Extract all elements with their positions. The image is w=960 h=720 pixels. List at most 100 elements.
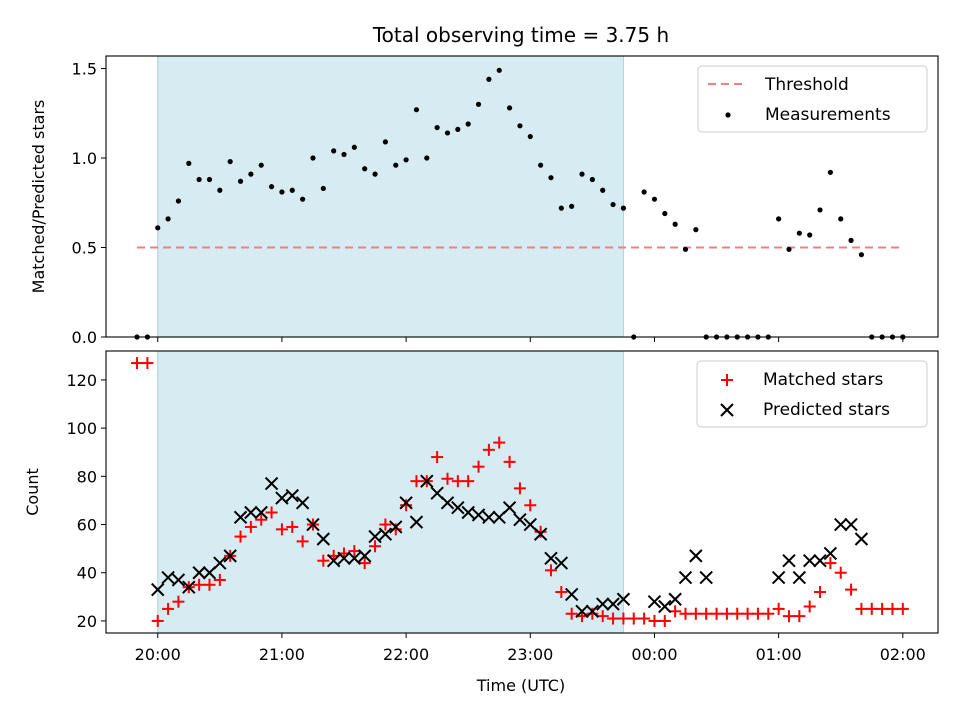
matched-star-point: [855, 602, 868, 615]
measurement-point: [331, 148, 337, 154]
measurement-point: [351, 144, 357, 150]
matched-star-point: [400, 499, 413, 512]
measurement-point: [651, 196, 658, 202]
y-tick-label: 0.5: [72, 239, 97, 258]
matched-star-point: [669, 605, 682, 618]
matched-star-point: [524, 499, 537, 512]
legend-threshold-label: Threshold: [764, 75, 849, 95]
matched-star-point: [131, 357, 144, 370]
predicted-star-point: [834, 517, 848, 532]
predicted-star-point: [264, 476, 279, 491]
matched-star-point: [244, 520, 257, 533]
predicted-star-point: [802, 553, 817, 568]
matched-star-point: [814, 586, 827, 599]
x-tick-label: 21:00: [259, 645, 305, 664]
predicted-star-point: [782, 553, 796, 568]
predicted-star-point: [182, 580, 196, 594]
star-count-points: [131, 357, 909, 627]
predicted-star-point: [306, 517, 320, 532]
predicted-star-point: [792, 570, 807, 585]
matched-star-point: [410, 475, 423, 488]
bottom-panel: 20 40 60 80 100 120 20:00 21:00 22:00 23:00 00:00…: [23, 350, 939, 695]
predicted-star-point: [440, 496, 455, 510]
matched-star-point: [451, 475, 464, 488]
y-tick-label: 60: [77, 516, 97, 535]
predicted-star-point: [357, 549, 372, 563]
predicted-star-point: [171, 573, 186, 587]
measurement-point: [413, 107, 420, 113]
y-tick-label: 1.0: [72, 149, 97, 168]
measurement-point: [237, 178, 244, 184]
measurement-point: [248, 171, 254, 177]
measurement-point: [662, 210, 668, 217]
matched-star-point: [513, 482, 526, 495]
predicted-star-point: [606, 597, 620, 611]
predicted-star-point: [513, 513, 527, 527]
measurement-point: [858, 252, 865, 258]
predicted-star-point: [213, 556, 227, 570]
measurement-point: [217, 187, 223, 193]
top-panel: 0.0 0.5 1.0 1.5 Matched/Predicted stars Thr…: [29, 55, 939, 347]
predicted-star-point: [326, 553, 341, 568]
bottom-legend: Matched stars Predicted stars: [696, 360, 928, 428]
predicted-star-point: [316, 532, 331, 546]
predicted-star-point: [337, 551, 351, 565]
matched-star-point: [700, 607, 713, 620]
matched-star-point: [151, 614, 164, 627]
measurement-point: [817, 207, 823, 213]
measurement-point: [279, 189, 285, 195]
measurement-point: [807, 232, 813, 238]
measurement-point: [320, 185, 326, 192]
matched-star-point: [793, 610, 806, 623]
matched-star-point: [586, 607, 599, 620]
measurement-point: [641, 189, 647, 195]
measurement-point: [372, 171, 378, 177]
measurement-point: [475, 101, 482, 107]
legend-measurements-label: Measurements: [765, 105, 891, 125]
measurement-point: [300, 196, 306, 202]
measurement-point: [310, 155, 316, 161]
measurement-point: [848, 237, 854, 243]
measurement-point: [527, 133, 533, 140]
predicted-star-point: [151, 582, 165, 597]
measurement-point: [362, 166, 368, 172]
matched-star-point: [772, 602, 785, 615]
matched-star-point: [834, 566, 847, 579]
predicted-star-point: [275, 491, 289, 505]
measurement-point: [186, 160, 192, 166]
predicted-star-point: [585, 604, 600, 619]
y-tick-label: 20: [77, 612, 97, 631]
predicted-star-point: [285, 488, 299, 503]
predicted-star-point: [564, 587, 579, 602]
predicted-star-point: [771, 570, 786, 585]
matched-star-point: [731, 607, 744, 620]
matched-star-point: [720, 607, 733, 620]
measurement-point: [434, 124, 440, 131]
matched-star-point: [555, 586, 568, 599]
measurement-point: [610, 201, 616, 208]
matched-star-point: [886, 602, 899, 615]
measurement-point: [382, 139, 389, 145]
predicted-star-point: [854, 532, 869, 546]
predicted-star-point: [647, 594, 662, 609]
matched-star-point: [617, 612, 630, 625]
matched-star-point: [348, 545, 361, 558]
predicted-star-point: [596, 597, 610, 611]
predicted-star-point: [668, 592, 682, 606]
legend-matched-label: Matched stars: [763, 370, 883, 390]
predicted-star-point: [389, 520, 403, 534]
matched-star-point: [379, 518, 392, 531]
matched-star-point: [482, 443, 495, 456]
measurement-point: [403, 157, 409, 163]
measurement-point: [393, 162, 399, 168]
predicted-star-point: [409, 515, 424, 529]
observing-window-shade-bottom: [157, 350, 624, 634]
bottom-axes-frame: [105, 350, 939, 634]
top-legend-box: [697, 65, 928, 133]
y-tick-label: 80: [77, 467, 97, 486]
matched-star-point: [876, 602, 889, 615]
measurement-point: [165, 216, 171, 222]
matched-star-point: [358, 557, 371, 570]
chart-title: Total observing time = 3.75 h: [372, 23, 669, 47]
matched-star-point: [627, 612, 640, 625]
